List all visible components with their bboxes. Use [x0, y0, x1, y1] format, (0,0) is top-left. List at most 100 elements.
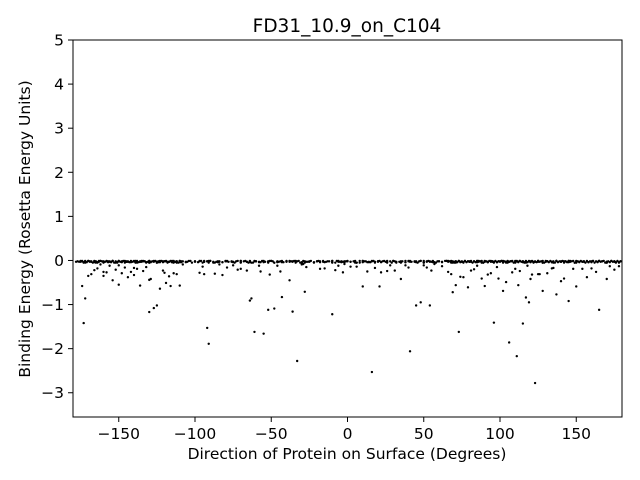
data-point [483, 260, 486, 263]
data-point [129, 270, 133, 274]
data-point [108, 260, 111, 263]
data-point [346, 260, 349, 263]
data-point [148, 278, 151, 282]
data-point [492, 260, 496, 263]
data-point [178, 261, 181, 264]
data-point [521, 322, 525, 325]
data-point [250, 261, 253, 264]
data-point [245, 260, 249, 263]
data-point [617, 261, 621, 264]
data-point [414, 304, 418, 307]
data-point [111, 259, 114, 263]
data-point [389, 264, 392, 267]
data-point [390, 261, 393, 264]
data-point [408, 350, 412, 353]
data-point [291, 260, 294, 263]
data-point [526, 264, 529, 267]
data-point [326, 260, 329, 263]
data-point [257, 264, 261, 267]
data-point [145, 261, 148, 264]
data-point [454, 261, 457, 264]
data-point [572, 267, 575, 271]
data-point [504, 280, 508, 284]
data-point [161, 261, 165, 264]
data-point [84, 297, 87, 300]
data-point [581, 267, 584, 271]
data-point [370, 260, 374, 263]
data-point [132, 259, 136, 263]
data-point [305, 260, 308, 263]
y-tick-label: −3 [41, 384, 64, 402]
data-point [480, 259, 483, 263]
data-point [459, 275, 462, 278]
data-point [492, 321, 496, 324]
data-point [280, 295, 284, 299]
data-point [172, 261, 175, 264]
data-point [193, 260, 197, 263]
y-axis-title: Binding Energy (Rosetta Energy Units) [16, 80, 34, 377]
data-point [141, 269, 145, 273]
data-point [105, 260, 108, 263]
data-point [120, 272, 124, 275]
data-point [469, 269, 473, 272]
y-tick-label: 0 [54, 252, 64, 270]
data-point [334, 261, 337, 264]
y-tick-label: 4 [54, 76, 64, 94]
data-point [404, 264, 407, 267]
data-point [446, 259, 450, 263]
data-point [533, 260, 537, 263]
data-point [163, 271, 166, 275]
data-point [262, 260, 265, 263]
data-point [451, 291, 454, 294]
data-point [385, 261, 389, 264]
data-point [495, 265, 499, 269]
data-point [562, 277, 566, 280]
data-point [422, 261, 425, 264]
data-point [378, 259, 381, 263]
data-point [253, 259, 256, 263]
data-point [239, 259, 242, 263]
data-point [114, 268, 117, 271]
data-point [393, 260, 396, 263]
data-point [433, 261, 436, 264]
data-point [161, 269, 165, 272]
data-point [597, 259, 601, 263]
data-point [267, 308, 270, 312]
y-tick-label: 5 [54, 32, 64, 50]
data-point [430, 269, 433, 272]
data-point [334, 268, 337, 272]
data-point [149, 260, 152, 263]
data-point [428, 260, 432, 263]
data-point [288, 259, 291, 263]
data-point [221, 273, 224, 277]
data-point [169, 259, 172, 263]
data-point [575, 261, 578, 264]
x-tick-label: −100 [174, 425, 217, 443]
data-point [511, 271, 514, 274]
data-point [472, 260, 476, 263]
data-point [268, 273, 271, 276]
data-point [141, 260, 145, 263]
data-point [279, 270, 282, 273]
data-point [123, 266, 127, 269]
data-point [123, 259, 127, 263]
x-axis-title: Direction of Protein on Surface (Degrees… [188, 445, 507, 463]
data-point [164, 281, 168, 285]
data-point [349, 260, 352, 263]
data-point [167, 275, 171, 278]
data-point [450, 272, 453, 276]
data-point [559, 260, 563, 263]
data-point [218, 263, 221, 266]
data-point [207, 259, 210, 263]
data-point [617, 265, 621, 268]
data-point [206, 326, 209, 330]
data-point [108, 264, 111, 267]
data-point [138, 260, 142, 263]
data-point [536, 259, 540, 263]
data-point [152, 260, 156, 263]
data-point [480, 261, 483, 264]
data-point [600, 260, 604, 263]
data-point [466, 260, 470, 263]
data-point [234, 260, 238, 263]
data-point [353, 259, 357, 263]
